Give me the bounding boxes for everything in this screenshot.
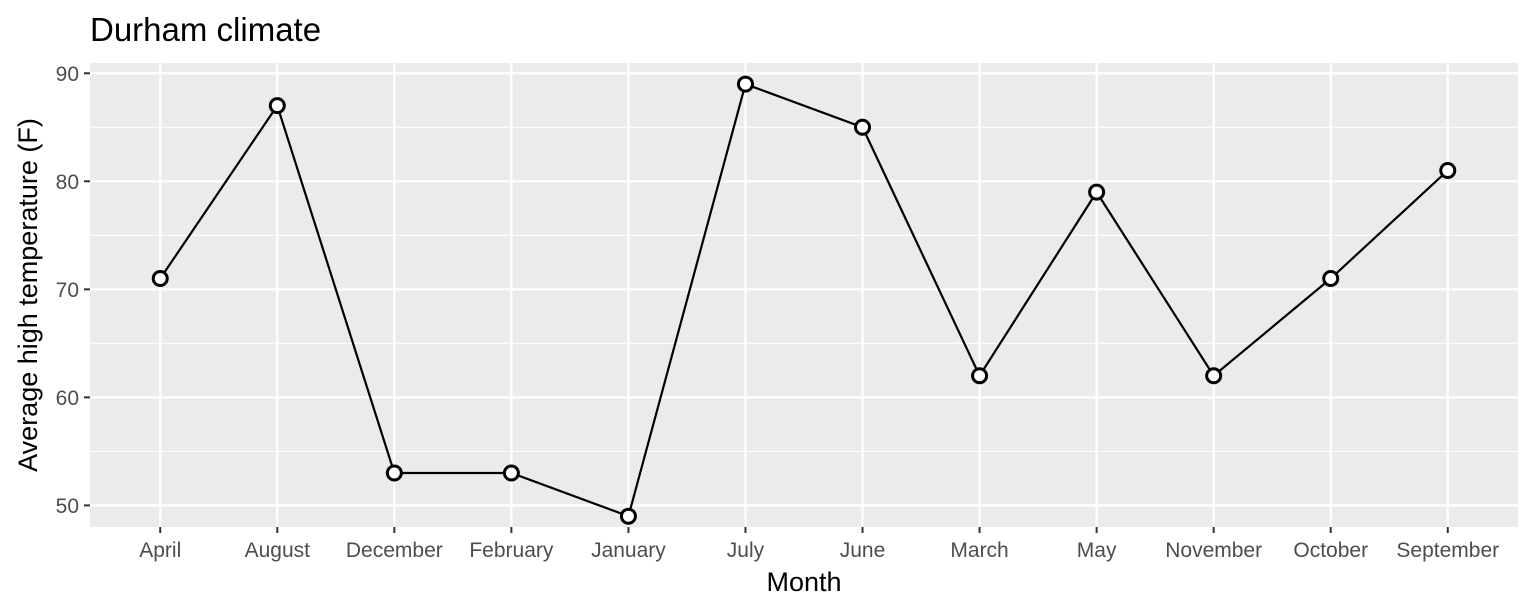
data-point (385, 464, 403, 482)
plot-panel (90, 63, 1518, 527)
y-axis-ticks: 50 60 70 80 90 (56, 63, 90, 518)
data-point (268, 97, 286, 115)
data-point (619, 507, 637, 525)
minor-gridlines (90, 126, 1518, 452)
data-point (1088, 183, 1106, 201)
data-point (854, 118, 872, 136)
chart-title: Durham climate (90, 11, 321, 48)
major-gridlines (90, 63, 1518, 527)
x-tick-label: April (139, 539, 181, 562)
data-point (971, 367, 989, 385)
x-tick-label: June (840, 539, 886, 562)
x-tick-label: March (950, 539, 1008, 562)
x-tick-label: December (346, 539, 443, 562)
x-tick-label: August (245, 539, 311, 562)
series-points (151, 75, 1457, 525)
data-point (151, 270, 169, 288)
x-axis-title: Month (766, 567, 841, 597)
y-tick-label: 90 (56, 63, 79, 86)
x-tick-label: February (469, 539, 554, 562)
y-tick-label: 70 (56, 279, 79, 302)
data-point (1439, 161, 1457, 179)
x-axis-ticks: April August December February January July Ju… (139, 527, 1499, 562)
x-tick-label: July (727, 539, 765, 562)
series-line (159, 82, 1449, 518)
data-point (1322, 270, 1340, 288)
x-tick-label: January (591, 539, 666, 562)
y-tick-label: 80 (56, 171, 79, 194)
y-axis-title: Average high temperature (F) (13, 118, 43, 472)
x-tick-label: May (1077, 539, 1117, 562)
x-tick-label: October (1293, 539, 1368, 562)
x-tick-label: September (1396, 539, 1499, 562)
y-tick-label: 50 (56, 495, 79, 518)
data-point (502, 464, 520, 482)
data-point (1205, 367, 1223, 385)
data-point (736, 75, 754, 93)
y-tick-label: 60 (56, 387, 79, 410)
x-tick-label: November (1165, 539, 1262, 562)
